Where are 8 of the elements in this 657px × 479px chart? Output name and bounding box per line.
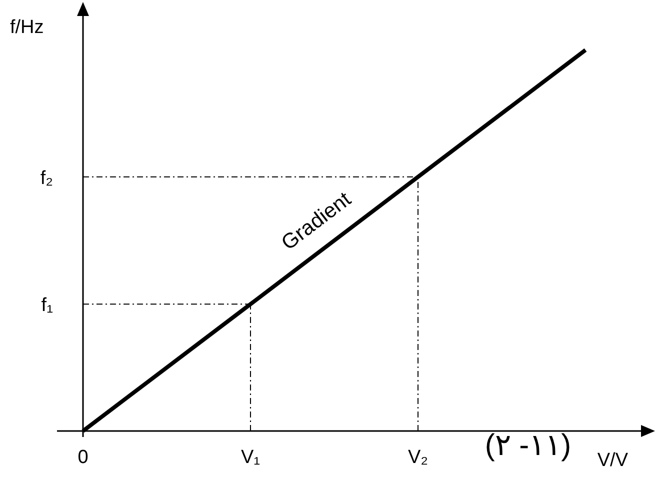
- ref-line-label: f₂: [40, 168, 53, 189]
- x-tick-label: 0: [78, 447, 88, 468]
- annotation: (٢ -١١): [484, 429, 572, 462]
- x-axis-title: V/V: [597, 450, 628, 471]
- x-tick-label: V₂: [408, 447, 428, 468]
- ref-line-label: f₁: [41, 295, 53, 316]
- y-axis-title: f/Hz: [10, 17, 44, 38]
- x-tick-label: V₁: [240, 447, 260, 468]
